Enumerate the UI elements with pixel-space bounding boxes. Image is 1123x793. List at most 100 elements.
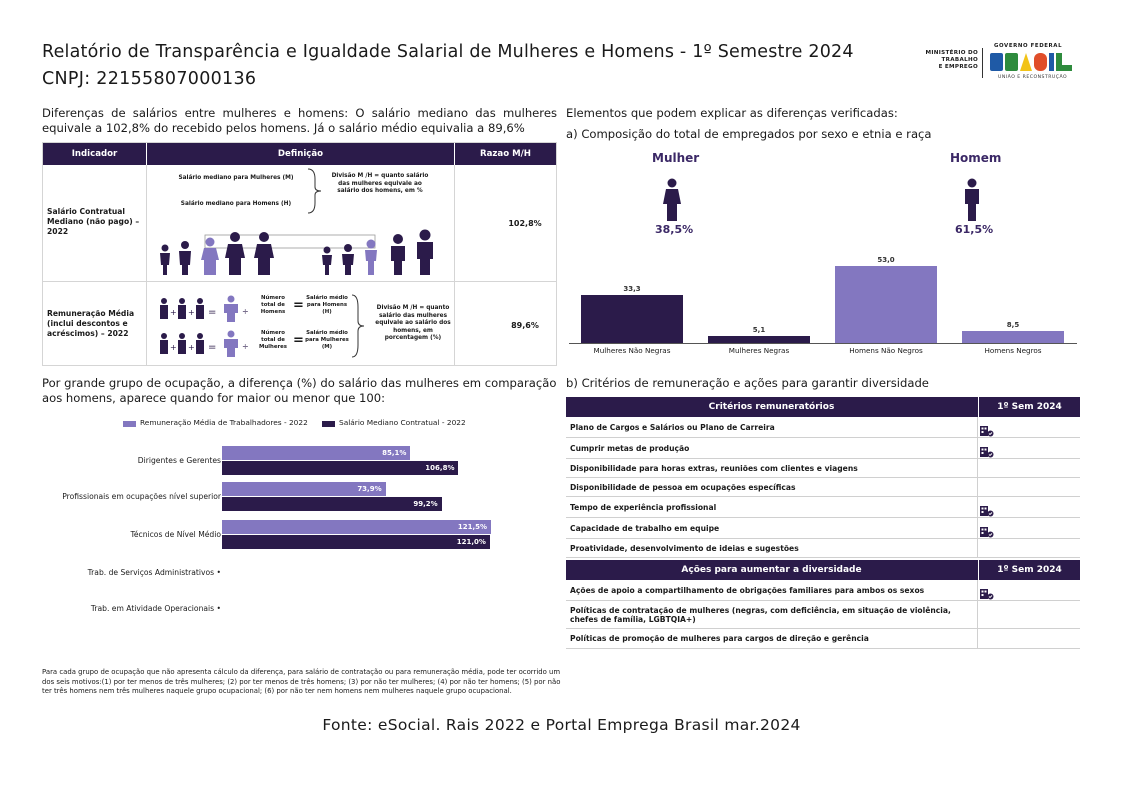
indicator-table: Indicador Definição Razao M/H Salário Co… xyxy=(42,142,557,366)
building-check-icon xyxy=(980,422,994,437)
brace-icon xyxy=(307,168,322,214)
def-note-media: Divisão M /H = quanto salário das mulher… xyxy=(375,305,451,341)
occupation-bar xyxy=(222,446,411,460)
composition-bar-value: 8,5 xyxy=(1006,320,1020,329)
occupation-bar-value: 99,2% xyxy=(413,500,438,508)
criteria-label: Disponibilidade para horas extras, reuni… xyxy=(570,463,858,473)
column-divider xyxy=(454,165,455,365)
occupation-category-label: Técnicos de Nível Médio xyxy=(130,530,222,539)
occupation-bar-value: 85,1% xyxy=(382,449,407,457)
occupation-bar-value: 73,9% xyxy=(357,485,382,493)
def-note-median: Divisão M /H = quanto salário das mulher… xyxy=(331,173,429,194)
occupation-category-label: Trab. em Atividade Operacionais • xyxy=(90,604,221,613)
occupation-bar xyxy=(222,482,386,496)
diversity-header: Ações para aumentar a diversidade 1º Sem … xyxy=(566,560,1080,580)
svg-text:+: + xyxy=(188,343,195,352)
composition-bar xyxy=(835,266,937,343)
building-check-icon xyxy=(980,523,994,538)
header-definicao: Definição xyxy=(147,143,454,165)
column-divider xyxy=(977,438,978,459)
occupation-category-label: Dirigentes e Gerentes xyxy=(137,456,221,465)
logo-divider xyxy=(982,48,983,78)
brasil-logo-icon xyxy=(990,53,1072,71)
eq2-count: Número total de Mulheres xyxy=(258,330,288,350)
diversity-row: Políticas de contratação de mulheres (ne… xyxy=(566,601,1080,629)
composition-category-label: Homens Não Negros xyxy=(849,346,923,355)
column-divider xyxy=(977,601,978,629)
svg-text:÷: ÷ xyxy=(242,342,249,351)
male-percent: 61,5% xyxy=(955,223,994,236)
criteria-header: Critérios remuneratórios 1º Sem 2024 xyxy=(566,397,1080,417)
occupation-category-label: Trab. de Serviços Administrativos • xyxy=(87,568,221,577)
header-indicador: Indicador xyxy=(43,143,146,165)
composition-category-label: Mulheres Negras xyxy=(728,346,790,355)
header-razao: Razao M/H xyxy=(455,143,556,165)
composition-bar xyxy=(581,294,683,343)
occupation-bar-value: 106,8% xyxy=(425,464,455,472)
composition-bar-value: 53,0 xyxy=(877,256,895,264)
occupation-bar xyxy=(222,520,491,534)
people-illustration-icon xyxy=(160,229,433,275)
criteria-label: Proatividade, desenvolvimento de ideias … xyxy=(570,543,799,553)
column-divider xyxy=(977,459,978,478)
legend-label: Salário Mediano Contratual - 2022 xyxy=(339,418,466,427)
legend-label: Remuneração Média de Trabalhadores - 202… xyxy=(140,418,308,427)
government-logo: MINISTÉRIO DO TRABALHO E EMPREGO GOVERNO… xyxy=(916,42,1076,84)
diversity-label: Políticas de contratação de mulheres (ne… xyxy=(570,605,951,625)
legend-swatch xyxy=(123,421,136,427)
ministry-name: MINISTÉRIO DO TRABALHO E EMPREGO xyxy=(925,50,978,70)
intro-text: Diferenças de salários entre mulheres e … xyxy=(42,106,557,135)
criteria-row: Plano de Cargos e Salários ou Plano de C… xyxy=(566,417,1080,438)
indicator-mediano: Salário Contratual Mediano (não pago) – … xyxy=(47,207,140,236)
occupation-bar xyxy=(222,497,442,511)
def-women-median: Salário mediano para Mulheres (M) xyxy=(178,175,294,181)
male-label: Homem xyxy=(950,151,1002,165)
criteria-header-label: Critérios remuneratórios xyxy=(708,402,835,412)
occupation-bar-value: 121,0% xyxy=(456,538,486,546)
column-divider xyxy=(977,629,978,649)
composition-axis xyxy=(569,343,1077,344)
criteria-label: Plano de Cargos e Salários ou Plano de C… xyxy=(570,422,775,432)
occupation-category-label: Profissionais em ocupações nível superio… xyxy=(62,492,221,501)
svg-text:+: + xyxy=(188,308,195,317)
criteria-label: Cumprir metas de produção xyxy=(570,443,690,453)
female-label: Mulher xyxy=(652,151,700,165)
column-divider xyxy=(146,165,147,365)
criteria-row: Cumprir metas de produção xyxy=(566,438,1080,459)
def-men-median: Salário mediano para Homens (H) xyxy=(180,201,292,207)
building-check-icon xyxy=(980,502,994,517)
criteria-row: Proatividade, desenvolvimento de ideias … xyxy=(566,539,1080,558)
column-divider xyxy=(977,518,978,539)
criteria-row: Disponibilidade de pessoa em ocupações e… xyxy=(566,478,1080,497)
elements-title: Elementos que podem explicar as diferenç… xyxy=(566,106,898,120)
diversity-label: Políticas de promoção de mulheres para c… xyxy=(570,634,869,644)
equals-sign: = xyxy=(293,298,304,313)
composition-bar-value: 5,1 xyxy=(752,325,766,334)
criteria-header-period: 1º Sem 2024 xyxy=(978,397,1080,417)
column-divider xyxy=(977,417,978,438)
diversity-label: Ações de apoio a compartilhamento de obr… xyxy=(570,585,925,595)
woman-icon xyxy=(663,178,681,221)
svg-text:+: + xyxy=(170,343,177,352)
composition-category-label: Mulheres Não Negras xyxy=(593,346,671,355)
criteria-subtitle: b) Critérios de remuneração e ações para… xyxy=(566,376,929,390)
svg-text:+: + xyxy=(170,308,177,317)
tagline: UNIÃO E RECONSTRUÇÃO xyxy=(998,75,1068,80)
criteria-label: Disponibilidade de pessoa em ocupações e… xyxy=(570,482,796,492)
building-check-icon xyxy=(980,585,994,600)
column-divider xyxy=(977,580,978,601)
diversity-row: Políticas de promoção de mulheres para c… xyxy=(566,629,1080,649)
criteria-row: Tempo de experiência profissional xyxy=(566,497,1080,518)
occupation-footnote: Para cada grupo de ocupação que não apre… xyxy=(42,668,561,696)
occupation-bar xyxy=(222,535,490,549)
man-icon xyxy=(965,178,979,221)
equation-people-icon: + + = + + = ÷ ÷ xyxy=(160,295,249,357)
diversity-header-label: Ações para aumentar a diversidade xyxy=(681,565,862,575)
composition-bar xyxy=(708,335,810,343)
diversity-row: Ações de apoio a compartilhamento de obr… xyxy=(566,580,1080,601)
svg-text:÷: ÷ xyxy=(242,307,249,316)
cnpj: CNPJ: 22155807000136 xyxy=(42,69,257,89)
ratio-media: 89,6% xyxy=(511,321,539,330)
composition-category-label: Homens Negros xyxy=(984,346,1042,355)
equals-sign: = xyxy=(293,333,304,348)
